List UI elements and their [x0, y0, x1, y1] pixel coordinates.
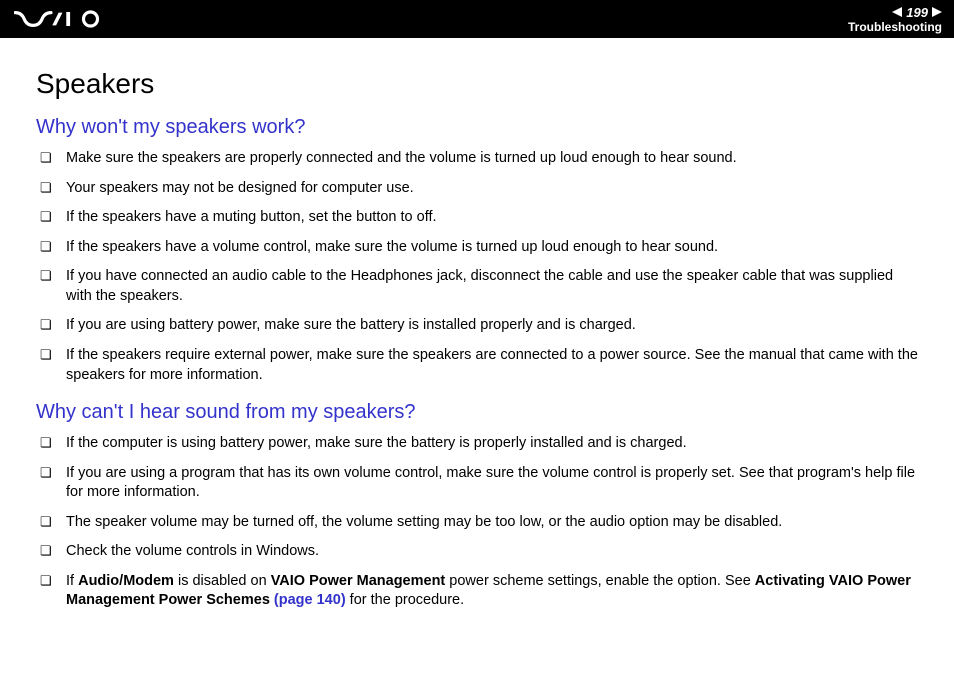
text-fragment: for the procedure.: [346, 592, 465, 608]
vaio-logo: [14, 10, 116, 28]
text-fragment: power scheme settings, enable the option…: [445, 573, 755, 589]
list-item: The speaker volume may be turned off, th…: [36, 513, 918, 533]
next-page-arrow-icon[interactable]: [932, 7, 942, 17]
question-1-list: Make sure the speakers are properly conn…: [36, 149, 918, 385]
question-1-heading: Why won't my speakers work?: [36, 116, 918, 139]
text-fragment: If: [66, 573, 78, 589]
page-number: 199: [906, 6, 928, 19]
bold-text: Audio/Modem: [78, 573, 174, 589]
list-item: Check the volume controls in Windows.: [36, 542, 918, 562]
list-item: If you are using a program that has its …: [36, 464, 918, 503]
list-item: If you are using battery power, make sur…: [36, 316, 918, 336]
list-item: If you have connected an audio cable to …: [36, 267, 918, 306]
section-label: Troubleshooting: [848, 21, 942, 33]
list-item: If Audio/Modem is disabled on VAIO Power…: [36, 572, 918, 611]
text-fragment: is disabled on: [174, 573, 271, 589]
page-title: Speakers: [36, 68, 918, 100]
list-item: If the speakers have a volume control, m…: [36, 238, 918, 258]
header-bar: 199 Troubleshooting: [0, 0, 954, 38]
list-item: Make sure the speakers are properly conn…: [36, 149, 918, 169]
page-link[interactable]: (page 140): [274, 592, 346, 608]
list-item: Your speakers may not be designed for co…: [36, 179, 918, 199]
list-item: If the computer is using battery power, …: [36, 434, 918, 454]
list-item: If the speakers require external power, …: [36, 346, 918, 385]
bold-text: VAIO Power Management: [271, 573, 446, 589]
page-nav: 199: [892, 6, 942, 19]
prev-page-arrow-icon[interactable]: [892, 7, 902, 17]
content-area: Speakers Why won't my speakers work? Mak…: [0, 38, 954, 611]
question-2-list: If the computer is using battery power, …: [36, 434, 918, 611]
question-2-heading: Why can't I hear sound from my speakers?: [36, 401, 918, 424]
list-item: If the speakers have a muting button, se…: [36, 208, 918, 228]
header-right: 199 Troubleshooting: [848, 6, 942, 33]
